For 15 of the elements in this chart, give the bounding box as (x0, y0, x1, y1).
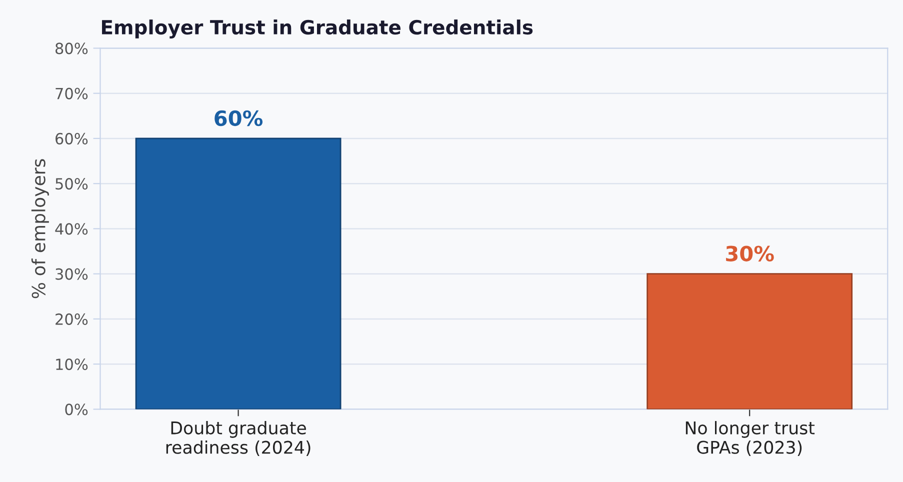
x-tick-label: No longer trust GPAs (2023) (686, 421, 815, 456)
data-label: 60% (214, 110, 263, 126)
chart-title: Employer Trust in Graduate Credentials (102, 20, 533, 39)
y-tick-label: 60% (56, 132, 88, 144)
y-tick-label: 40% (55, 223, 88, 235)
y-tick-label: 10% (56, 358, 88, 370)
y-tick-label: 80% (56, 42, 88, 54)
y-tick-label: 0% (65, 404, 88, 416)
y-tick-label: 50% (56, 178, 88, 190)
y-tick-label: 20% (56, 313, 88, 325)
y-tick-label: 70% (56, 88, 88, 100)
y-axis-title: % of employers (31, 159, 49, 298)
y-tick-label: 30% (56, 268, 88, 280)
x-tick-label: Doubt graduate readiness (2024) (166, 421, 310, 456)
data-label: 30% (726, 246, 774, 262)
